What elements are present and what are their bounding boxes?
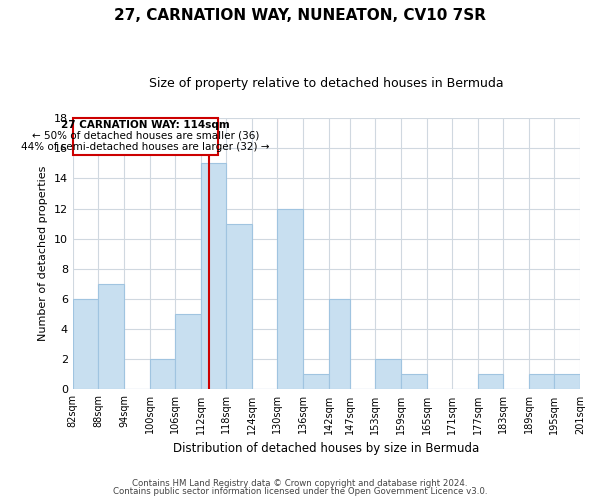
Bar	[149, 360, 175, 390]
Text: 27, CARNATION WAY, NUNEATON, CV10 7SR: 27, CARNATION WAY, NUNEATON, CV10 7SR	[114, 8, 486, 22]
Text: 27 CARNATION WAY: 114sqm: 27 CARNATION WAY: 114sqm	[61, 120, 230, 130]
Text: Contains HM Land Registry data © Crown copyright and database right 2024.: Contains HM Land Registry data © Crown c…	[132, 478, 468, 488]
Bar	[329, 299, 350, 390]
Bar	[73, 299, 98, 390]
Title: Size of property relative to detached houses in Bermuda: Size of property relative to detached ho…	[149, 78, 504, 90]
Text: 44% of semi-detached houses are larger (32) →: 44% of semi-detached houses are larger (…	[21, 142, 269, 152]
Bar	[401, 374, 427, 390]
Bar	[277, 208, 303, 390]
Y-axis label: Number of detached properties: Number of detached properties	[38, 166, 48, 342]
Bar	[98, 284, 124, 390]
X-axis label: Distribution of detached houses by size in Bermuda: Distribution of detached houses by size …	[173, 442, 479, 455]
Bar	[226, 224, 252, 390]
Bar	[376, 360, 401, 390]
Text: ← 50% of detached houses are smaller (36): ← 50% of detached houses are smaller (36…	[32, 131, 259, 141]
Bar	[478, 374, 503, 390]
Bar	[303, 374, 329, 390]
Bar	[175, 314, 200, 390]
Bar	[580, 374, 600, 390]
Bar	[529, 374, 554, 390]
Bar	[554, 374, 580, 390]
Bar	[200, 164, 226, 390]
Text: Contains public sector information licensed under the Open Government Licence v3: Contains public sector information licen…	[113, 487, 487, 496]
FancyBboxPatch shape	[73, 118, 218, 155]
